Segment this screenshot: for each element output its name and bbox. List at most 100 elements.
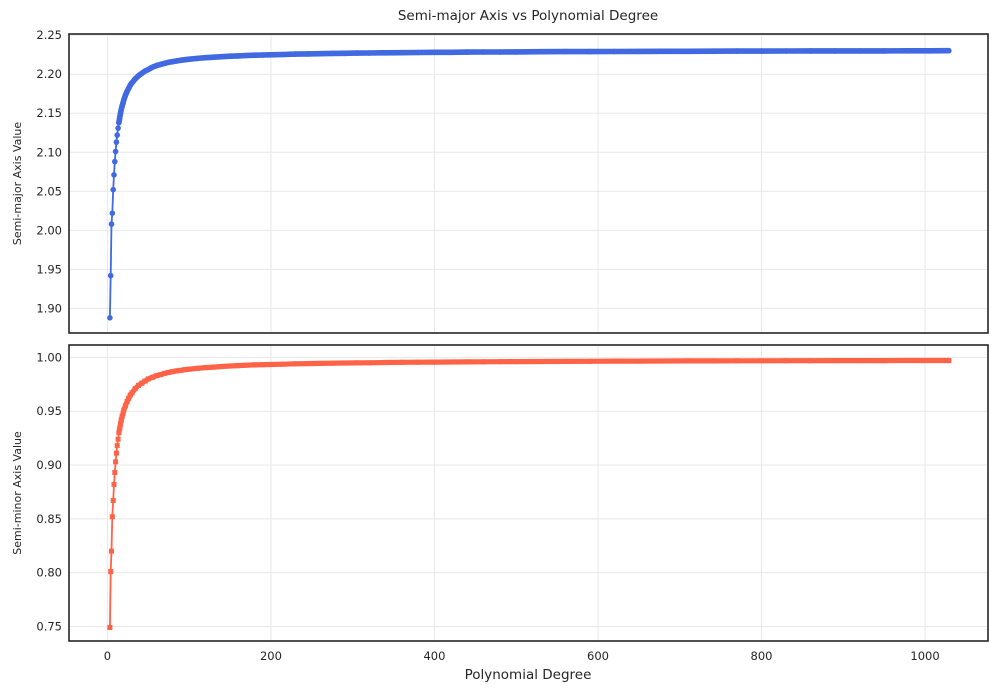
data-point-square	[280, 361, 286, 367]
data-point-circle	[946, 47, 952, 54]
data-point-square	[142, 378, 148, 384]
semi-minor-axis-markers	[107, 358, 952, 630]
data-point-square	[857, 358, 863, 364]
data-point-square	[329, 360, 335, 366]
data-point-square	[808, 358, 814, 364]
data-point-square	[685, 358, 691, 364]
data-point-square	[342, 360, 347, 366]
data-point-circle	[783, 48, 789, 54]
data-point-square	[432, 359, 437, 365]
data-point-square	[399, 359, 405, 365]
data-point-square	[107, 625, 113, 630]
data-point-circle	[415, 49, 421, 56]
x-tick-label: 0	[104, 649, 111, 663]
data-point-square	[162, 370, 168, 376]
data-point-circle	[905, 48, 912, 54]
data-point-circle	[562, 48, 569, 55]
data-point-circle	[382, 50, 389, 56]
data-point-square	[252, 362, 258, 368]
data-point-square	[235, 363, 241, 369]
x-tick-label: 200	[260, 649, 282, 663]
y-tick-label: 0.95	[36, 404, 62, 418]
plot-border	[68, 344, 989, 642]
y-tick-label: 1.00	[36, 350, 62, 364]
y-tick-label: 2.10	[36, 145, 62, 159]
data-point-square	[759, 358, 764, 364]
y-tick-label: 2.00	[36, 223, 62, 237]
data-point-circle	[431, 49, 438, 56]
data-point-circle	[116, 115, 123, 121]
data-point-square	[110, 498, 116, 503]
data-point-circle	[832, 48, 838, 54]
data-point-circle	[112, 148, 119, 155]
data-point-square	[174, 368, 180, 374]
data-point-circle	[354, 50, 360, 56]
data-point-square	[611, 358, 617, 364]
y-tick-label: 2.20	[36, 67, 62, 81]
semi-minor-axis-band	[116, 357, 952, 436]
data-point-circle	[109, 210, 116, 216]
data-point-circle	[210, 54, 217, 60]
data-point-square	[109, 548, 114, 554]
data-point-circle	[317, 50, 323, 57]
data-point-circle	[111, 172, 117, 178]
data-point-square	[118, 421, 123, 427]
data-point-circle	[464, 49, 471, 55]
x-tick-label: 1000	[910, 649, 939, 663]
data-point-circle	[107, 272, 114, 279]
data-point-square	[260, 362, 266, 368]
data-point-circle	[926, 48, 932, 54]
data-point-circle	[480, 49, 487, 55]
data-point-square	[194, 365, 200, 371]
data-point-square	[203, 365, 208, 371]
x-tick-label: 400	[423, 649, 445, 663]
data-point-circle	[292, 51, 299, 57]
data-point-square	[734, 358, 740, 364]
data-point-square	[178, 367, 184, 373]
data-point-circle	[116, 119, 122, 126]
data-point-square	[636, 358, 642, 364]
y-tick-label: 2.25	[36, 28, 62, 42]
data-point-circle	[107, 315, 113, 321]
data-point-circle	[194, 55, 201, 62]
data-point-square	[139, 380, 145, 386]
data-point-circle	[758, 48, 765, 54]
data-point-square	[587, 358, 593, 364]
data-point-square	[126, 395, 132, 401]
data-point-circle	[448, 49, 454, 56]
data-point-circle	[881, 48, 887, 54]
data-point-square	[170, 369, 176, 375]
data-point-circle	[227, 53, 233, 59]
chart-title: Semi-major Axis vs Polynomial Degree	[398, 8, 658, 24]
data-point-square	[113, 450, 119, 456]
data-point-square	[481, 359, 486, 365]
data-point-square	[116, 430, 122, 436]
data-point-square	[111, 481, 117, 487]
y-tick-label: 0.90	[36, 458, 62, 472]
data-point-square	[124, 399, 130, 404]
data-point-circle	[341, 50, 348, 57]
data-point-circle	[121, 97, 127, 103]
data-point-square	[211, 364, 217, 370]
data-point-square	[415, 359, 421, 365]
data-point-square	[129, 390, 135, 396]
data-point-circle	[186, 56, 192, 62]
data-point-circle	[636, 48, 642, 55]
data-point-circle	[268, 52, 274, 58]
data-point-circle	[366, 50, 372, 56]
data-point-circle	[685, 48, 691, 55]
data-point-circle	[178, 57, 184, 63]
data-point-circle	[807, 48, 814, 54]
data-point-square	[115, 436, 121, 442]
data-point-square	[186, 366, 192, 372]
semi-major-axis-line	[109, 49, 949, 318]
y-tick-label: 0.85	[36, 512, 62, 526]
data-point-square	[227, 363, 233, 369]
data-point-square	[119, 414, 125, 420]
data-point-circle	[112, 158, 118, 165]
data-point-square	[136, 382, 141, 388]
x-tick-label: 800	[751, 649, 773, 663]
data-point-square	[268, 362, 274, 367]
y-axis-label-semi-major: Semi-major Axis Value	[11, 122, 24, 246]
